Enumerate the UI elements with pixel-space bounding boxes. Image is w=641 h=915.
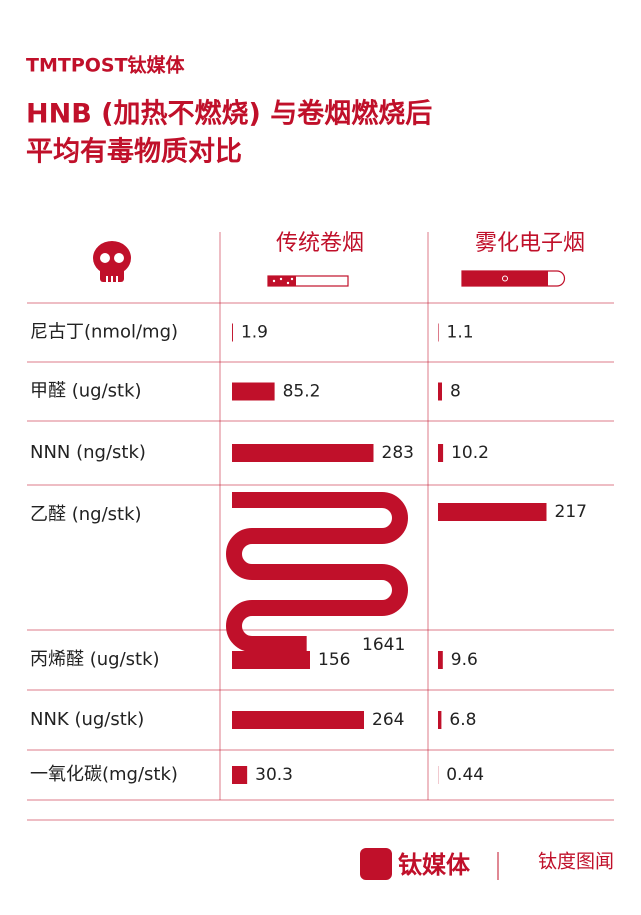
row-label: 乙醛 (ng/stk): [30, 504, 142, 525]
value-label: 217: [555, 502, 587, 522]
value-label: 10.2: [451, 443, 489, 463]
bar: [232, 651, 310, 669]
footer-logo: 钛媒体: [398, 851, 471, 879]
value-label: 85.2: [283, 382, 321, 402]
bar: [226, 492, 408, 652]
row-label: 一氧化碳(mg/stk): [30, 764, 178, 785]
bar: [232, 766, 248, 784]
bar: [232, 382, 275, 401]
value-label: 1.1: [447, 323, 474, 343]
value-label: 1641: [362, 635, 405, 655]
bar: [232, 323, 233, 342]
table: 尼古丁(nmol/mg) 1.9 1.1 甲醛 (ug/stk) 85.2 8 NNN (n…: [27, 232, 614, 801]
value-label: 30.3: [255, 765, 293, 785]
bar: [232, 444, 374, 462]
row-label: NNN (ng/stk): [30, 442, 146, 463]
bar: [438, 651, 443, 669]
footer-logo-icon: [360, 848, 392, 880]
e-cigarette-icon: [461, 270, 566, 287]
chart-title-line: HNB (加热不燃烧) 与卷烟燃烧后: [26, 99, 432, 130]
bar: [438, 444, 444, 462]
row-label: 甲醛 (ug/stk): [30, 381, 142, 402]
value-label: 6.8: [449, 710, 476, 730]
row-label: 尼古丁(nmol/mg): [30, 322, 178, 343]
bar: [438, 323, 439, 342]
bar: [438, 711, 442, 729]
bar: [438, 503, 547, 521]
skull-icon: [93, 241, 131, 282]
footer-partner: 钛度图闻: [538, 851, 614, 873]
legend-label: 雾化电子烟: [475, 231, 585, 256]
row-label: NNK (ug/stk): [30, 709, 144, 730]
chart-title-line: 平均有毒物质对比: [26, 137, 242, 168]
brand-logo: TMTPOST钛媒体: [26, 54, 186, 77]
value-label: 264: [372, 710, 404, 730]
bar: [232, 711, 364, 729]
cigarette-icon: [267, 275, 349, 287]
row-label: 丙烯醛 (ug/stk): [30, 649, 160, 670]
value-label: 0.44: [446, 765, 484, 785]
legend-label: 传统卷烟: [276, 231, 364, 256]
value-label: 8: [450, 382, 461, 402]
value-label: 9.6: [451, 650, 478, 670]
bar: [438, 382, 442, 401]
value-label: 283: [382, 443, 414, 463]
value-label: 156: [318, 650, 350, 670]
value-label: 1.9: [241, 323, 268, 343]
